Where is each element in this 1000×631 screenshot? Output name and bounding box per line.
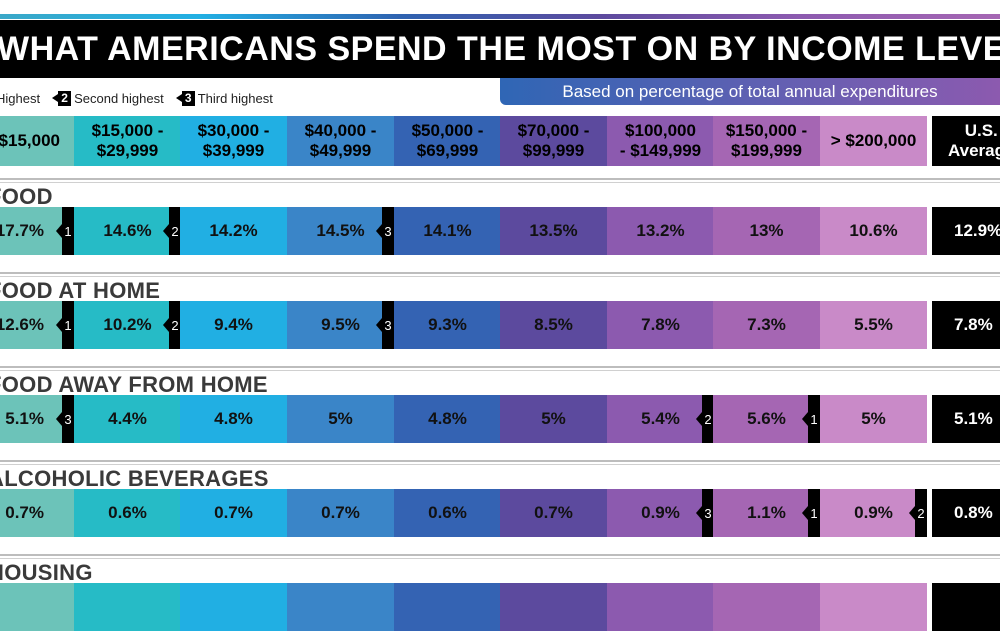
legend-label-highest: Highest: [0, 90, 41, 106]
income-bracket-header: $15,000: [0, 116, 74, 166]
income-bracket-header: $30,000 - $39,999: [180, 116, 287, 166]
section-rule-thin: [0, 558, 1000, 559]
value-cell: [820, 583, 927, 631]
value-cell: 10.2%: [74, 301, 181, 349]
value-cell: 13.2%: [607, 207, 714, 255]
value-cell: 9.3%: [394, 301, 501, 349]
value-cell: 5%: [287, 395, 394, 443]
us-average-header: U.S.Average: [932, 116, 1000, 166]
value-cell: [394, 583, 501, 631]
rank-marker: 2: [163, 301, 181, 349]
rank-badge-2: 2: [52, 90, 72, 106]
value-cell: 13%: [713, 207, 820, 255]
legend-highest: Highest: [0, 91, 40, 106]
section-rule: [0, 272, 1000, 274]
value-cell: 0.6%: [394, 489, 501, 537]
legend-second: 2 Second highest: [48, 90, 164, 106]
value-cell: 0.7%: [500, 489, 607, 537]
income-bracket-header: $50,000 - $69,999: [394, 116, 501, 166]
chart-subtitle: Based on percentage of total annual expe…: [562, 81, 938, 101]
value-cell: 14.1%: [394, 207, 501, 255]
section-rule: [0, 366, 1000, 368]
legend-label-third: Third highest: [197, 90, 273, 106]
value-cell: 0.7%: [287, 489, 394, 537]
value-cell: 10.6%: [820, 207, 927, 255]
value-cell: 0.6%: [74, 489, 181, 537]
value-cell: 5.1%: [0, 395, 74, 443]
value-cell: 13.5%: [500, 207, 607, 255]
category-title: FOOD AWAY FROM HOME: [0, 372, 268, 397]
category-title: HOUSING: [0, 560, 93, 585]
subtitle-bar: Based on percentage of total annual expe…: [500, 78, 1000, 105]
value-cell: 0.7%: [0, 489, 74, 537]
title-bar: WHAT AMERICANS SPEND THE MOST ON BY INCO…: [0, 20, 1000, 78]
value-cell: [607, 583, 714, 631]
rank-marker: 1: [802, 395, 820, 443]
category-title: FOOD: [0, 184, 53, 209]
rank-marker: 1: [56, 301, 74, 349]
legend-third: 3 Third highest: [172, 90, 273, 106]
income-bracket-header: $100,000- $149,999: [607, 116, 714, 166]
legend-label-second: Second highest: [74, 90, 164, 106]
rank-marker: 2: [163, 207, 181, 255]
category-title: FOOD AT HOME: [0, 278, 161, 303]
us-average-cell: 12.9%: [932, 207, 1000, 255]
value-cell: [180, 583, 287, 631]
rank-marker: 1: [56, 207, 74, 255]
value-cell: [287, 583, 394, 631]
us-average-cell: 0.8%: [932, 489, 1000, 537]
value-cell: 4.4%: [74, 395, 181, 443]
us-average-cell: [932, 583, 1000, 631]
value-cell: 8.5%: [500, 301, 607, 349]
chart-title: WHAT AMERICANS SPEND THE MOST ON BY INCO…: [0, 29, 1000, 68]
section-rule: [0, 554, 1000, 556]
value-cell: 4.8%: [180, 395, 287, 443]
rank-marker: 3: [376, 207, 394, 255]
rank-marker: 3: [696, 489, 714, 537]
section-rule-thin: [0, 370, 1000, 371]
income-bracket-header: $40,000 - $49,999: [287, 116, 394, 166]
value-cell: [0, 583, 74, 631]
value-cell: 5.5%: [820, 301, 927, 349]
value-cell: [74, 583, 181, 631]
value-cell: 5%: [500, 395, 607, 443]
value-cell: [713, 583, 820, 631]
category-title: ALCOHOLIC BEVERAGES: [0, 466, 269, 491]
section-rule-thin: [0, 182, 1000, 183]
income-header-row: $15,000 $15,000 - $29,999 $30,000 - $39,999 $…: [0, 116, 1000, 166]
income-bracket-header: $15,000 - $29,999: [74, 116, 181, 166]
section-rule-thin: [0, 276, 1000, 277]
rank-marker: 3: [56, 395, 74, 443]
value-cell: 14.2%: [180, 207, 287, 255]
rank-marker: 1: [802, 489, 820, 537]
value-cell: 7.3%: [713, 301, 820, 349]
section-rule: [0, 460, 1000, 462]
value-cell: 9.4%: [180, 301, 287, 349]
section-rule-thin: [0, 464, 1000, 465]
income-bracket-header: > $200,000: [820, 116, 927, 166]
rank-badge-3: 3: [175, 90, 195, 106]
us-average-cell: 7.8%: [932, 301, 1000, 349]
section-rule: [0, 178, 1000, 180]
income-bracket-header: $150,000 - $199,999: [713, 116, 820, 166]
color-stripe: [0, 14, 1000, 19]
rank-marker: 2: [696, 395, 714, 443]
us-average-cell: 5.1%: [932, 395, 1000, 443]
rank-legend: Highest 2 Second highest 3 Third highest: [0, 88, 281, 108]
value-cell: 7.8%: [607, 301, 714, 349]
value-cell: 4.8%: [394, 395, 501, 443]
rank-marker: 3: [376, 301, 394, 349]
value-cell: 5%: [820, 395, 927, 443]
income-bracket-header: $70,000 - $99,999: [500, 116, 607, 166]
rank-marker: 2: [909, 489, 927, 537]
value-cell: [500, 583, 607, 631]
value-cell: 0.7%: [180, 489, 287, 537]
